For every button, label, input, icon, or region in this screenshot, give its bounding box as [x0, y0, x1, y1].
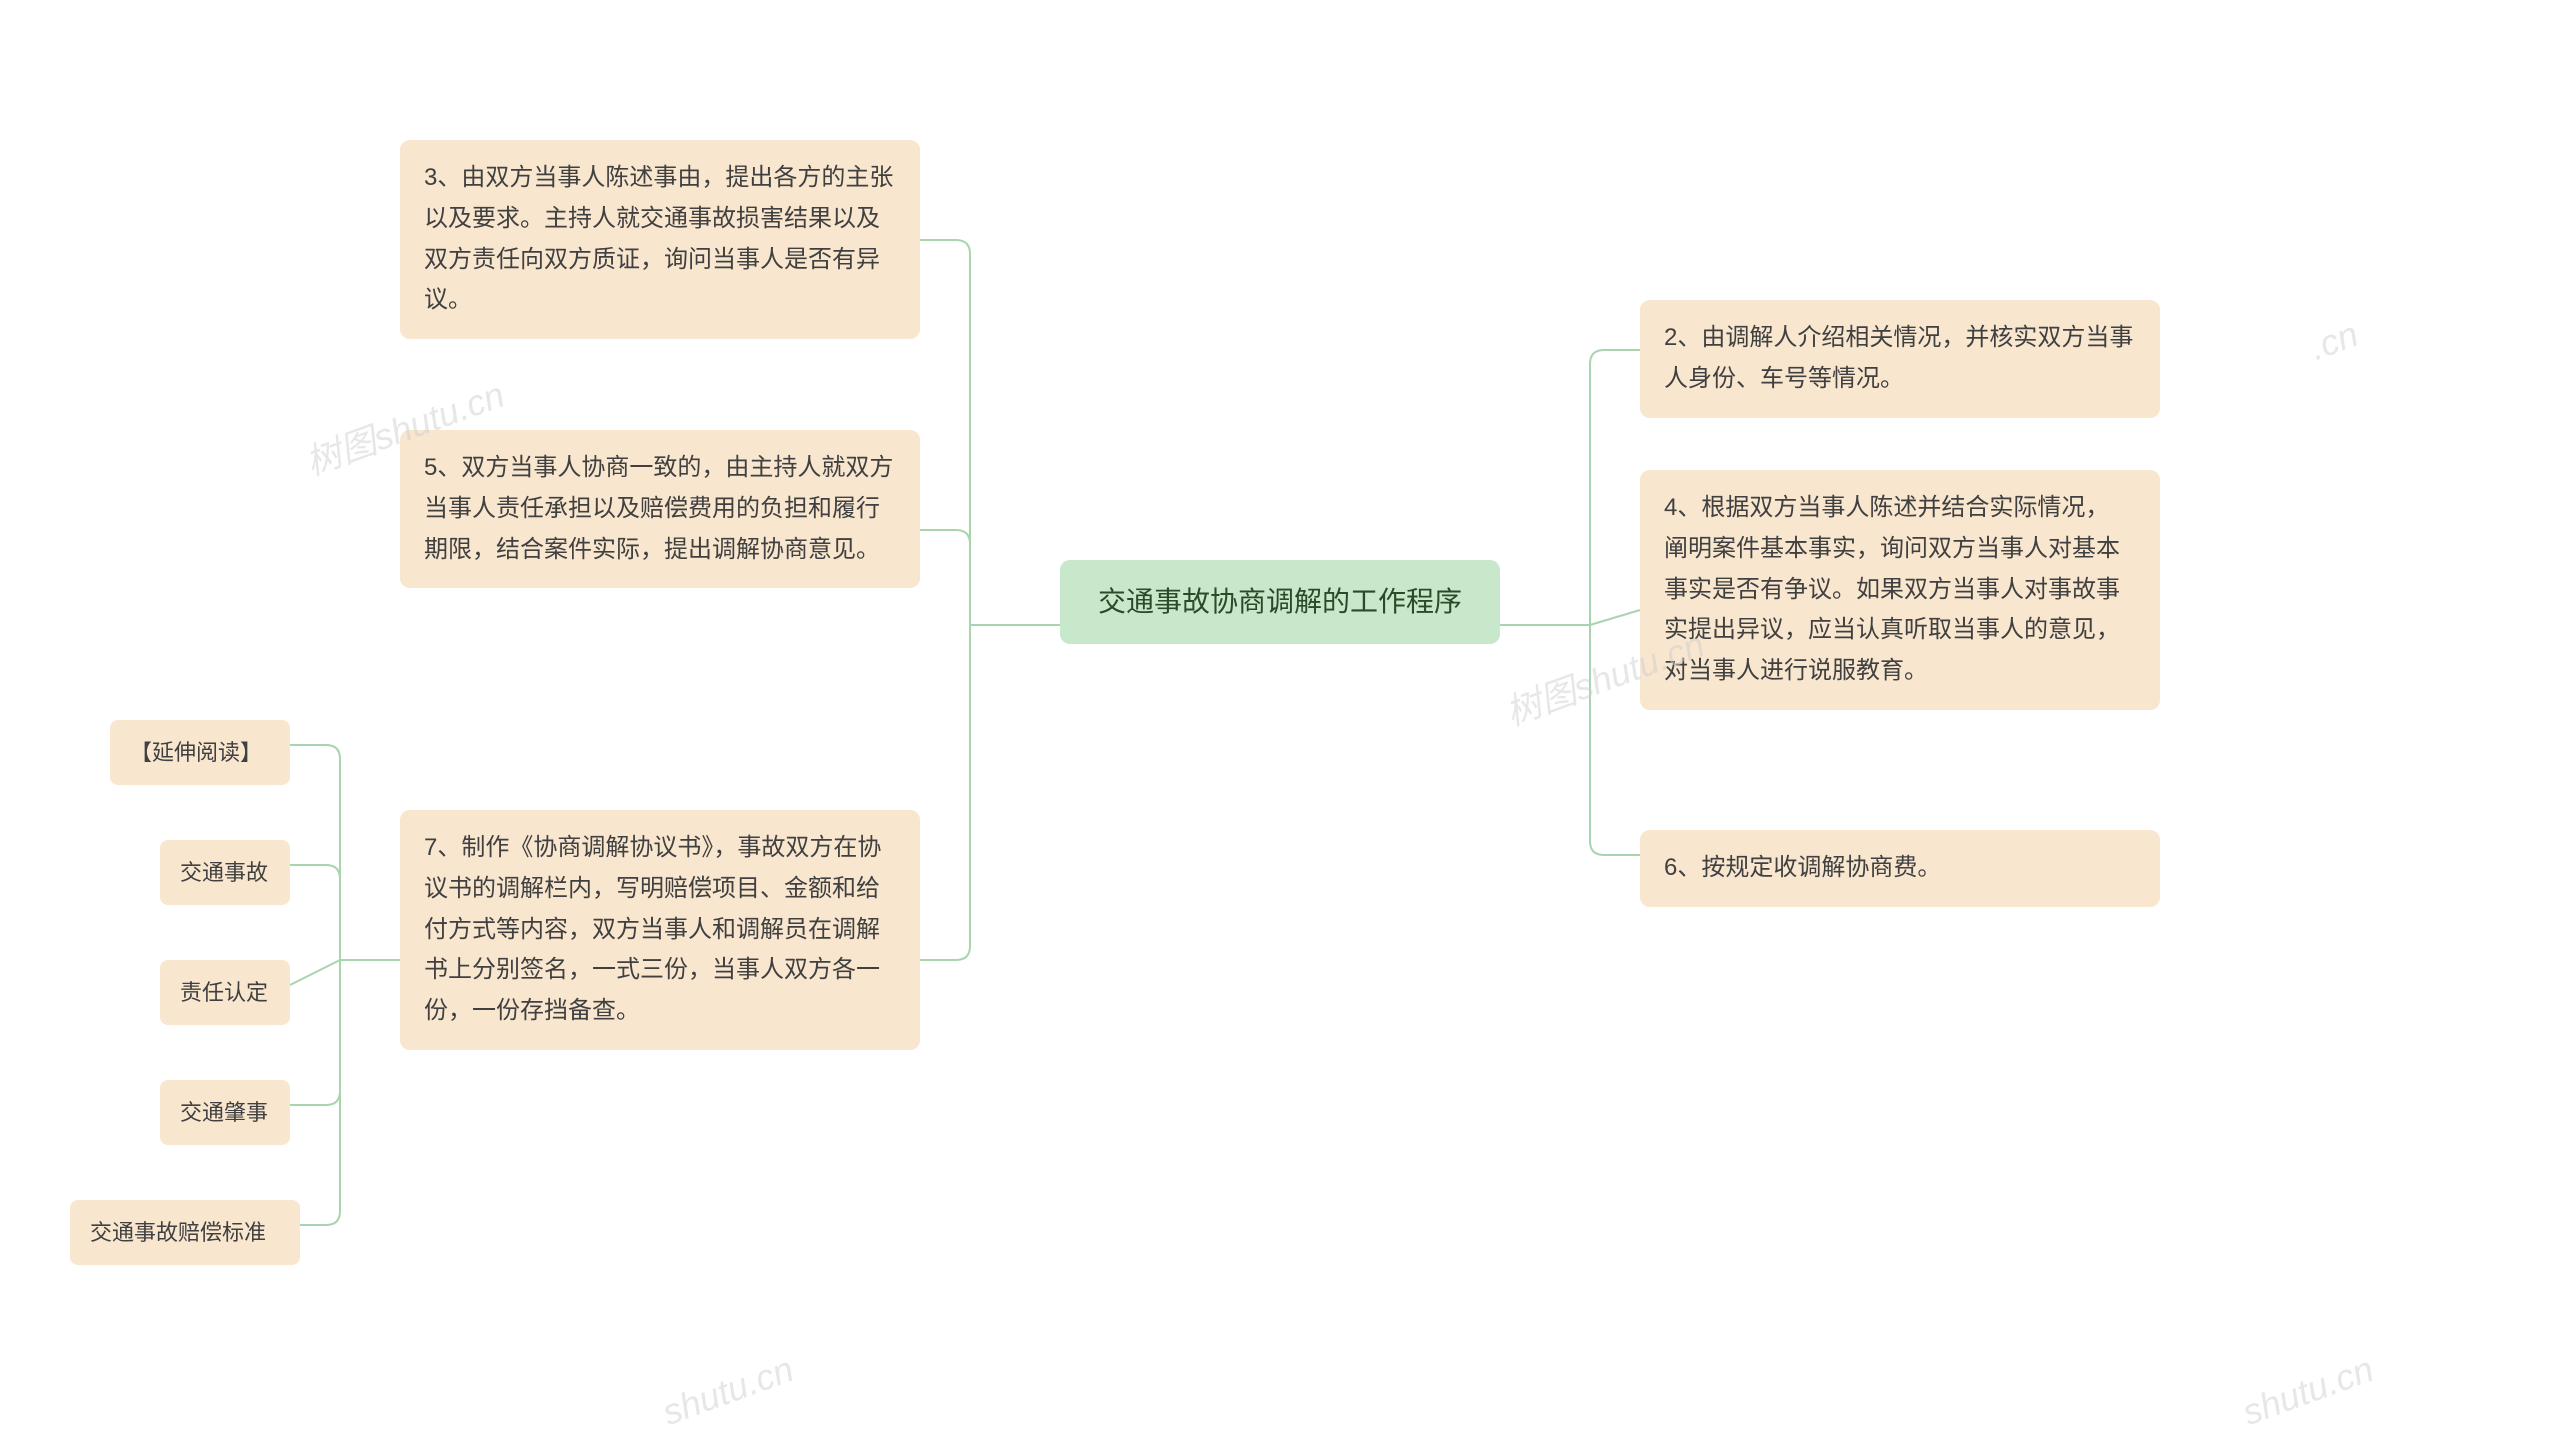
sub-node-compensation-standard: 交通事故赔偿标准: [70, 1200, 300, 1265]
right-node-6-text: 6、按规定收调解协商费。: [1664, 854, 1941, 881]
center-node: 交通事故协商调解的工作程序: [1060, 560, 1500, 644]
left-node-7: 7、制作《协商调解协议书》，事故双方在协议书的调解栏内，写明赔偿项目、金额和给付…: [400, 810, 920, 1050]
center-node-text: 交通事故协商调解的工作程序: [1098, 586, 1462, 617]
sub-node-3-text: 责任认定: [180, 980, 268, 1005]
sub-node-1-text: 【延伸阅读】: [130, 740, 262, 765]
watermark: shutu.cn: [657, 1348, 799, 1434]
left-node-5: 5、双方当事人协商一致的，由主持人就双方当事人责任承担以及赔偿费用的负担和履行期…: [400, 430, 920, 588]
right-node-2: 2、由调解人介绍相关情况，并核实双方当事人身份、车号等情况。: [1640, 300, 2160, 418]
sub-node-liability: 责任认定: [160, 960, 290, 1025]
right-node-4-text: 4、根据双方当事人陈述并结合实际情况， 阐明案件基本事实，询问双方当事人对基本事…: [1664, 494, 2120, 684]
watermark: shutu.cn: [2237, 1348, 2379, 1434]
left-node-3: 3、由双方当事人陈述事由，提出各方的主张以及要求。主持人就交通事故损害结果以及双…: [400, 140, 920, 339]
sub-node-4-text: 交通肇事: [180, 1100, 268, 1125]
sub-node-traffic-accident: 交通事故: [160, 840, 290, 905]
sub-node-traffic-offense: 交通肇事: [160, 1080, 290, 1145]
left-node-5-text: 5、双方当事人协商一致的，由主持人就双方当事人责任承担以及赔偿费用的负担和履行期…: [424, 454, 893, 563]
right-node-4: 4、根据双方当事人陈述并结合实际情况， 阐明案件基本事实，询问双方当事人对基本事…: [1640, 470, 2160, 710]
left-node-3-text: 3、由双方当事人陈述事由，提出各方的主张以及要求。主持人就交通事故损害结果以及双…: [424, 164, 893, 313]
sub-node-5-text: 交通事故赔偿标准: [90, 1220, 266, 1245]
sub-node-2-text: 交通事故: [180, 860, 268, 885]
left-node-7-text: 7、制作《协商调解协议书》，事故双方在协议书的调解栏内，写明赔偿项目、金额和给付…: [424, 834, 881, 1024]
sub-node-extended-reading: 【延伸阅读】: [110, 720, 290, 785]
connector-layer: [0, 0, 2560, 1439]
right-node-6: 6、按规定收调解协商费。: [1640, 830, 2160, 907]
right-node-2-text: 2、由调解人介绍相关情况，并核实双方当事人身份、车号等情况。: [1664, 324, 2133, 392]
watermark: .cn: [2304, 313, 2363, 369]
